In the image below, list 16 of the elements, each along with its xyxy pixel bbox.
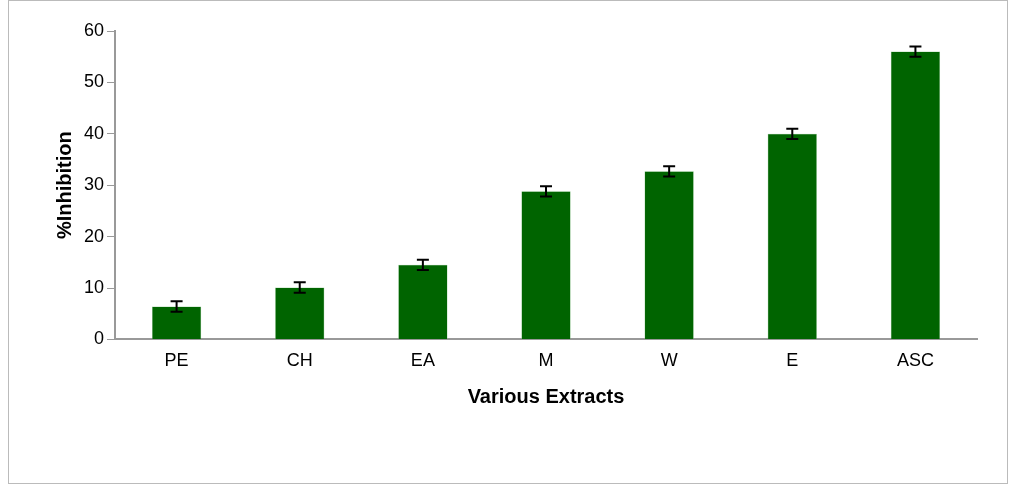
x-tick-label: EA xyxy=(410,350,435,371)
x-tick-label: W xyxy=(660,350,678,371)
y-tick-label: 10 xyxy=(83,276,105,297)
y-tick-label: 40 xyxy=(83,122,105,143)
x-tick-label: E xyxy=(786,350,799,371)
x-tick-label: CH xyxy=(286,350,313,371)
y-tick-label: 30 xyxy=(83,174,105,195)
x-tick-label: ASC xyxy=(896,350,934,371)
y-tick-label: 20 xyxy=(83,225,105,246)
y-tick-label: 60 xyxy=(83,19,105,40)
x-tick-label: PE xyxy=(164,350,189,371)
x-axis-title: Various Extracts xyxy=(467,384,625,407)
y-tick-label: 50 xyxy=(83,71,105,92)
y-tick-label: 0 xyxy=(94,328,105,349)
y-axis-title: %Inhibition xyxy=(52,131,75,240)
x-tick-label: M xyxy=(538,350,554,371)
